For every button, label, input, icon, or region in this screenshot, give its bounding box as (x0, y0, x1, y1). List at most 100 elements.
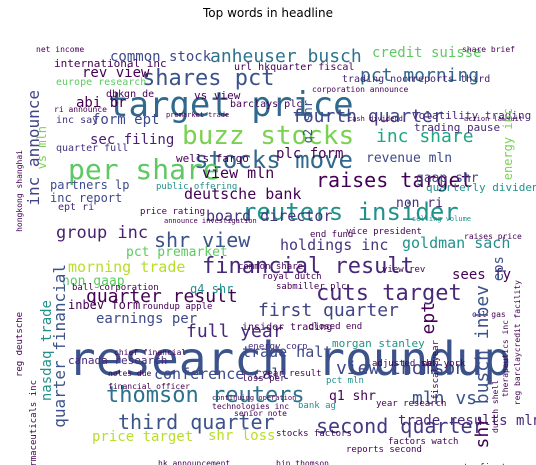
word-inbev-form: inbev form (68, 298, 141, 312)
word-earnings-per: earnings per (96, 311, 198, 327)
word-financial-result: financial result (202, 254, 414, 279)
word-view-mln: view mln (202, 164, 275, 182)
word-adjusted-shr: adjusted shr (372, 359, 438, 369)
word-abi-br: abi br (76, 95, 127, 111)
word-gaap-shr: gaap shr (416, 171, 479, 186)
word-cloud: research roundup target price buzz stocks s… (16, 20, 536, 465)
word-target-price: target price (108, 85, 354, 125)
word-corporation-announce: corporation announce (312, 85, 409, 94)
word-closed-end: closed end (308, 322, 363, 332)
word-mln-vs: mln vs (412, 388, 478, 409)
word-hongkong-shanghai: hongkong shanghai (16, 150, 24, 232)
word-senior-note: senior note (234, 409, 287, 418)
word-inc-say: inc say (56, 115, 99, 126)
word-q2-shr: q2 shr (301, 100, 315, 144)
word-view-rev: view rev (382, 265, 426, 275)
word-ri-announce: ri announce (54, 105, 107, 114)
word-raises-target: raises target (316, 168, 473, 192)
word-group-inc: group inc (56, 223, 149, 243)
word-pharmaceuticals-inc: pharmaceuticals inc (29, 380, 39, 465)
word-shr: shr (472, 416, 493, 449)
word-international-inc: international inc (54, 57, 167, 70)
word-trade-results-mln: trade results mln (398, 413, 536, 429)
word-notes-due: notes due (108, 369, 152, 378)
word-premarket-trade: premarket trade (166, 111, 230, 119)
word-vs-view: vs view (194, 89, 241, 102)
word-morning-trade: morning trade (68, 258, 186, 276)
word-fourth-quarter: fourth quarter (292, 106, 444, 127)
word-plc-form: plc form (276, 146, 344, 162)
chart-title: Top words in headline (203, 6, 333, 20)
word-ball-corporation: ball corporation (72, 283, 159, 293)
word-reports-second: reports second (346, 445, 422, 455)
word-bank-ag: bank ag (298, 401, 336, 411)
word-hk-announcement: hk announcement (158, 459, 231, 465)
word-pct-premarket: pct premarket (126, 245, 228, 260)
word-year-result: year result (262, 369, 322, 379)
word-announce-investigation: announce investigation (164, 217, 257, 225)
word-pct-morning: pct morning (360, 65, 480, 86)
word-busch-inbev: busch inbev (472, 285, 493, 405)
word-volatility-trading: volatility trading (412, 109, 532, 122)
word-vs-mln: vs mln (35, 126, 49, 170)
word-third-quarter: third quarter (118, 410, 275, 434)
word-price-rating: price rating (140, 207, 206, 217)
word-per-share: per share (68, 153, 220, 186)
word-year-research: year research (376, 399, 447, 409)
word-credit-suisse: credit suisse (372, 45, 482, 61)
word-bin-thomson: bin thomson (276, 459, 329, 465)
word-url-hkquarter-fiscal: url hkquarter fiscal (234, 62, 355, 73)
word-continuing-operation: continuing operation (212, 394, 297, 402)
word-europe-research: europe research (56, 77, 147, 88)
word-stocks-move: stocks move (194, 146, 353, 174)
word-view-thomson: view thomson (336, 358, 467, 379)
word-roundup-apple: roundup apple (142, 302, 213, 312)
word-sees-fy: sees fy (452, 267, 512, 283)
word-public-offering: public offering (156, 182, 238, 192)
word-buzz-stocks: buzz stocks (182, 121, 355, 151)
word-shr-loss: shr loss (208, 428, 276, 444)
word-raises-price: raises price (464, 232, 522, 241)
word-reg-barclaycredit-facility: reg barclaycredit facility (513, 280, 522, 406)
word-financial-officer: financial officer (108, 382, 190, 391)
word-chief-financial: chief financial (114, 348, 187, 357)
word-trading-pause: trading pause (414, 121, 501, 134)
word-quarter-result: quarter result (86, 286, 238, 307)
word-anheuser-busch: anheuser busch (210, 46, 362, 67)
word-deutsche-bank: deutsche bank (184, 185, 302, 203)
word-form-ept: form ept (92, 112, 160, 128)
word-quarter-full: quarter full (56, 143, 129, 154)
word-net-income: net income (36, 45, 85, 54)
word-full-year: full year (186, 321, 284, 342)
word-insider-trading: insider trading (242, 322, 333, 333)
word-eps: eps (491, 256, 507, 282)
word-reports-first: reports first (436, 464, 506, 465)
word-revenue-mln: revenue mln (366, 151, 453, 166)
word-therapeutics-inc: therapeutics inc (501, 320, 510, 398)
word-cuts-target: cuts target (316, 281, 462, 306)
word-dutch-shell: dutch shell (491, 380, 500, 433)
word-shares-pct: shares pct (142, 66, 275, 91)
word-quarterly-dividend: quarterly dividend (426, 181, 536, 194)
word-common-share: common share (238, 262, 304, 272)
word-morgan-stanley: morgan stanley (332, 337, 425, 350)
word-second-quarter: second quarter (316, 414, 485, 438)
word-end-fund: end fund (310, 230, 354, 240)
word-reports-third: reports third (412, 74, 491, 85)
word-oil-gas: oil gas (472, 310, 506, 319)
word-non-ri: non ri (396, 196, 443, 211)
word-ept-ri: ept ri (58, 202, 95, 213)
word-board-director: board director (206, 207, 333, 225)
word-barclays-plc: barclays plc (230, 99, 303, 110)
word-pct-mln: pct mln (326, 376, 364, 386)
word-royal-dutch: royal dutch (262, 272, 322, 282)
word-factors-watch: factors watch (388, 437, 459, 447)
word-inc-report: inc report (50, 191, 123, 205)
word-energy-corp: energy corp (248, 342, 308, 352)
word-partners-lp: partners lp (50, 178, 130, 192)
word-vice-president: vice president (346, 227, 422, 237)
word-new-york: new york (422, 359, 466, 369)
word-non-gaap: non gaap (62, 274, 125, 289)
word-quarter-financial: quarter financial (50, 264, 69, 428)
word-dbkgn-de: dbkgn de (106, 89, 155, 100)
